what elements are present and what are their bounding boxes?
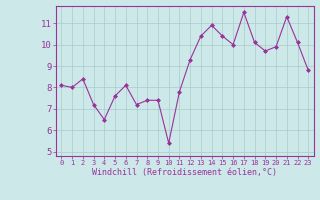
X-axis label: Windchill (Refroidissement éolien,°C): Windchill (Refroidissement éolien,°C) bbox=[92, 168, 277, 177]
